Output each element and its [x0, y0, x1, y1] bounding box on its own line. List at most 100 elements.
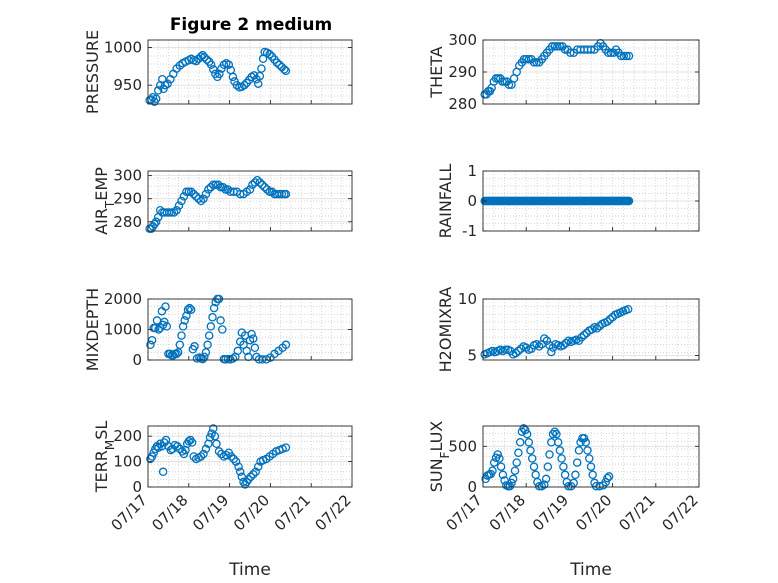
data-point — [553, 438, 563, 447]
data-point — [574, 446, 584, 455]
axes-box — [482, 298, 700, 361]
y-axis-label-part: LUX — [427, 421, 446, 452]
data-point — [548, 429, 558, 439]
data-point — [514, 346, 523, 356]
data-point — [527, 454, 537, 463]
data-point — [553, 42, 562, 51]
data-point — [281, 66, 291, 76]
data-point — [512, 458, 521, 467]
data-point — [507, 478, 516, 488]
y-tick-label: 290 — [448, 63, 477, 81]
data-point — [218, 182, 228, 192]
data-point — [522, 429, 532, 439]
x-axis-label: Time — [228, 560, 271, 580]
y-axis-label: SUNFLUX — [427, 421, 452, 493]
data-point — [226, 452, 236, 461]
data-point — [583, 446, 592, 455]
data-point — [245, 185, 255, 194]
y-tick-label: 0 — [132, 478, 142, 496]
data-point — [516, 344, 526, 353]
data-point — [216, 182, 225, 192]
data-point — [178, 322, 188, 331]
data-point — [277, 189, 287, 199]
data-point — [265, 187, 274, 197]
data-point — [235, 467, 245, 477]
data-point — [604, 472, 614, 481]
data-point — [206, 322, 216, 331]
data-point — [163, 79, 172, 88]
x-tick-label: 07/19 — [189, 491, 232, 534]
y-axis-label: H2OMIXRA — [436, 287, 455, 373]
x-tick-label: 07/17 — [108, 491, 151, 534]
data-point — [247, 329, 256, 339]
x-tick-label: 07/20 — [230, 491, 273, 534]
data-point — [162, 322, 172, 331]
axes-box — [482, 425, 700, 488]
data-point — [603, 317, 612, 326]
data-point — [186, 305, 196, 314]
data-point — [534, 342, 544, 351]
data-point — [532, 339, 541, 349]
data-point — [521, 343, 531, 352]
data-point — [603, 473, 612, 483]
data-point — [592, 324, 602, 333]
y-tick-label: 0 — [467, 192, 477, 210]
data-point — [222, 450, 231, 460]
grid-lines — [148, 171, 352, 231]
axes-box — [147, 39, 353, 105]
data-point — [246, 472, 256, 482]
data-point — [218, 325, 227, 334]
data-point — [160, 317, 169, 327]
data-point — [182, 311, 191, 321]
x-tick-label: 07/18 — [486, 491, 529, 534]
y-tick-label: 280 — [113, 213, 142, 231]
data-point — [189, 189, 198, 199]
data-point — [619, 51, 629, 61]
y-tick-label: 5 — [467, 346, 477, 364]
data-point — [182, 187, 191, 197]
data-point — [167, 208, 176, 217]
data-point — [557, 454, 566, 463]
data-point — [504, 80, 514, 90]
data-point — [622, 51, 631, 61]
data-point — [205, 433, 215, 442]
data-point — [214, 447, 224, 456]
y-axis-label: TERRMSL — [92, 421, 117, 494]
data-point — [281, 443, 291, 452]
data-point — [242, 346, 251, 356]
data-point — [186, 187, 196, 197]
data-point — [180, 316, 189, 325]
data-point — [524, 438, 534, 447]
y-tick-label: 1000 — [104, 39, 142, 57]
data-point — [493, 450, 502, 459]
data-point — [561, 338, 571, 348]
data-point — [529, 58, 539, 67]
x-tick-label: 07/21 — [271, 491, 314, 534]
data-point — [579, 330, 589, 340]
data-point — [223, 185, 233, 194]
data-point — [249, 334, 258, 343]
data-point — [229, 454, 238, 464]
data-point — [260, 182, 269, 192]
data-point — [173, 442, 182, 451]
data-point — [179, 449, 189, 459]
data-point — [257, 355, 267, 364]
data-point — [508, 474, 518, 484]
data-point — [550, 427, 559, 436]
x-tick-label: 07/22 — [312, 491, 355, 534]
y-axis-label-subscript: M — [103, 440, 117, 450]
series-markers — [146, 424, 291, 489]
y-tick-label: 1 — [467, 162, 477, 180]
figure-title: Figure 2 medium — [170, 15, 332, 35]
data-point — [281, 189, 291, 199]
data-point — [172, 205, 181, 215]
subplot-rainfall: -1 0 1 RAINFALL — [436, 162, 700, 240]
data-point — [215, 69, 224, 79]
data-point — [586, 462, 596, 471]
data-point — [228, 72, 238, 82]
data-point — [164, 208, 174, 217]
data-point — [257, 64, 266, 73]
